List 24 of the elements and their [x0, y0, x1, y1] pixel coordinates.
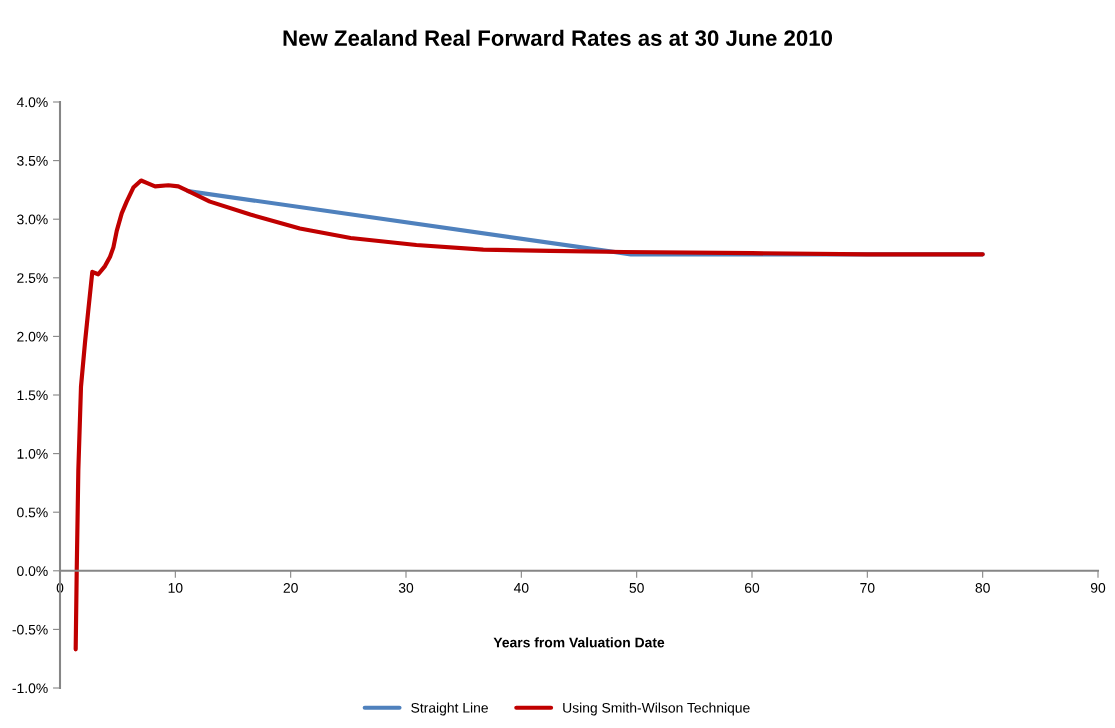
x-tick-label: 30: [398, 582, 414, 593]
chart-title: New Zealand Real Forward Rates as at 30 June 2010: [283, 29, 833, 46]
y-tick-label: 2.5%: [17, 273, 48, 283]
x-tick-label: 60: [744, 582, 760, 593]
y-tick-label: 2.0%: [17, 331, 48, 342]
y-tick-label: -1.0%: [12, 683, 48, 694]
y-tick-label: 4.0%: [16, 97, 48, 108]
y-tick-label: 3.0%: [17, 214, 48, 225]
x-tick-label: 80: [975, 582, 990, 593]
x-tick-label: 40: [513, 582, 529, 593]
x-tick-label: 20: [283, 582, 298, 593]
x-tick-label: 10: [168, 582, 183, 593]
y-tick-label: 1.0%: [17, 448, 48, 459]
legend-label: Using Smith-Wilson Technique: [563, 702, 750, 716]
x-axis-title: Years from Valuation Date: [493, 637, 665, 648]
x-tick-label: 50: [629, 582, 644, 593]
legend-label: Straight Line: [411, 702, 488, 716]
y-tick-label: 0.0%: [17, 566, 48, 576]
y-tick-label: -0.5%: [12, 624, 48, 635]
x-tick-label: 90: [1090, 582, 1106, 593]
y-tick-label: 0.5%: [17, 507, 48, 518]
x-tick-label: 70: [860, 582, 875, 593]
y-tick-label: 1.5%: [17, 390, 48, 401]
y-tick-label: 3.5%: [17, 155, 48, 166]
